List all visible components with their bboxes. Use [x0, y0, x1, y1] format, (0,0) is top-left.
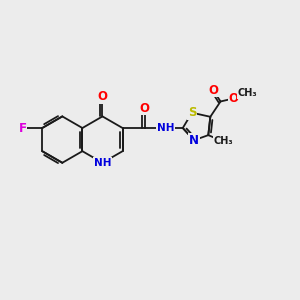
Text: S: S: [188, 106, 196, 119]
Text: NH: NH: [157, 123, 174, 133]
Text: F: F: [19, 122, 26, 134]
Text: N: N: [189, 134, 199, 147]
Text: O: O: [229, 92, 239, 105]
Text: CH₃: CH₃: [237, 88, 257, 98]
Text: O: O: [140, 102, 150, 115]
Text: NH: NH: [94, 158, 111, 168]
Text: CH₃: CH₃: [213, 136, 233, 146]
Text: O: O: [208, 84, 218, 97]
Text: O: O: [98, 90, 107, 103]
